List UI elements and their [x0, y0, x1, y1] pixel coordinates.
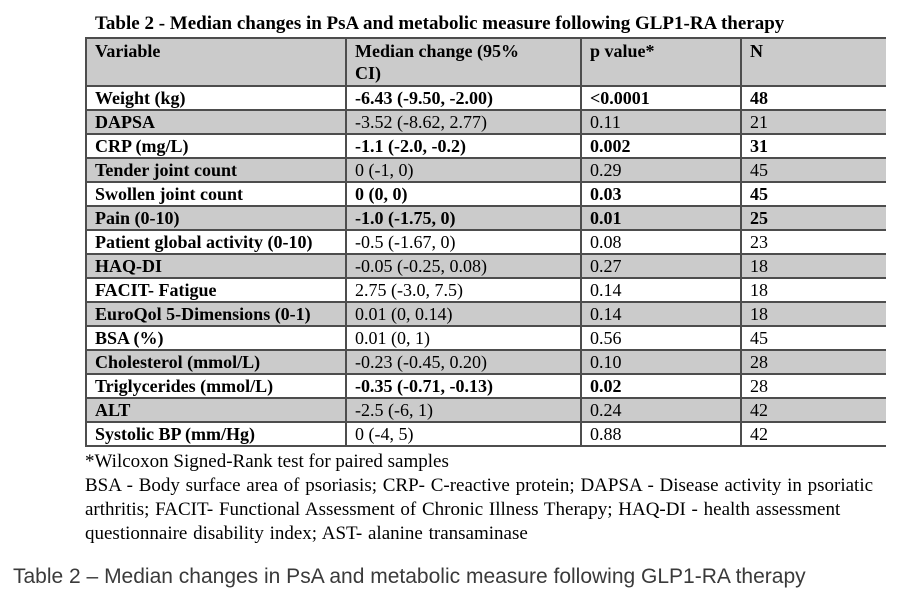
cell-n: 45	[740, 325, 886, 351]
cell-variable: Swollen joint count	[85, 181, 347, 207]
cell-p-value: 0.14	[580, 277, 742, 303]
table-row: Patient global activity (0-10) -0.5 (-1.6…	[85, 229, 886, 255]
cell-median-change: -0.23 (-0.45, 0.20)	[345, 349, 582, 375]
column-header-variable: Variable	[85, 37, 347, 87]
cell-variable: Systolic BP (mm/Hg)	[85, 421, 347, 447]
table-row: CRP (mg/L) -1.1 (-2.0, -0.2) 0.002 31	[85, 133, 886, 159]
table-row: Triglycerides (mmol/L) -0.35 (-0.71, -0.1…	[85, 373, 886, 399]
table-row: Cholesterol (mmol/L) -0.23 (-0.45, 0.20) 0…	[85, 349, 886, 375]
cell-variable: BSA (%)	[85, 325, 347, 351]
cell-p-value: 0.27	[580, 253, 742, 279]
cell-p-value: 0.02	[580, 373, 742, 399]
column-header-p-value: p value*	[580, 37, 742, 87]
cell-variable: Triglycerides (mmol/L)	[85, 373, 347, 399]
cell-p-value: 0.08	[580, 229, 742, 255]
cell-variable: HAQ-DI	[85, 253, 347, 279]
cell-variable: Cholesterol (mmol/L)	[85, 349, 347, 375]
table-row: Tender joint count 0 (-1, 0) 0.29 45	[85, 157, 886, 183]
table-row: HAQ-DI -0.05 (-0.25, 0.08) 0.27 18	[85, 253, 886, 279]
cell-p-value: 0.24	[580, 397, 742, 423]
cell-p-value: 0.88	[580, 421, 742, 447]
table-row: BSA (%) 0.01 (0, 1) 0.56 45	[85, 325, 886, 351]
cell-variable: FACIT- Fatigue	[85, 277, 347, 303]
table-row: Systolic BP (mm/Hg) 0 (-4, 5) 0.88 42	[85, 421, 886, 447]
cell-p-value: 0.11	[580, 109, 742, 135]
cell-p-value: 0.002	[580, 133, 742, 159]
cell-median-change: 0 (-1, 0)	[345, 157, 582, 183]
cell-variable: Weight (kg)	[85, 85, 347, 111]
results-table: Variable Median change (95% CI) p value*…	[85, 37, 886, 447]
cell-n: 18	[740, 253, 886, 279]
cell-n: 31	[740, 133, 886, 159]
table-row: FACIT- Fatigue 2.75 (-3.0, 7.5) 0.14 18	[85, 277, 886, 303]
cell-variable: DAPSA	[85, 109, 347, 135]
table-row: Pain (0-10) -1.0 (-1.75, 0) 0.01 25	[85, 205, 886, 231]
table-title: Table 2 - Median changes in PsA and meta…	[95, 13, 785, 34]
table-row: Swollen joint count 0 (0, 0) 0.03 45	[85, 181, 886, 207]
cell-variable: CRP (mg/L)	[85, 133, 347, 159]
table-footnotes: *Wilcoxon Signed-Rank test for paired sa…	[85, 450, 891, 546]
cell-n: 45	[740, 181, 886, 207]
cell-p-value: 0.01	[580, 205, 742, 231]
cell-p-value: 0.10	[580, 349, 742, 375]
cell-median-change: -1.1 (-2.0, -0.2)	[345, 133, 582, 159]
cell-n: 42	[740, 397, 886, 423]
cell-n: 28	[740, 373, 886, 399]
table-row: ALT -2.5 (-6, 1) 0.24 42	[85, 397, 886, 423]
cell-median-change: 2.75 (-3.0, 7.5)	[345, 277, 582, 303]
cell-median-change: -0.05 (-0.25, 0.08)	[345, 253, 582, 279]
cell-n: 23	[740, 229, 886, 255]
cell-variable: ALT	[85, 397, 347, 423]
table-row: Weight (kg) -6.43 (-9.50, -2.00) <0.0001 48	[85, 85, 886, 111]
cell-n: 28	[740, 349, 886, 375]
cell-median-change: -0.35 (-0.71, -0.13)	[345, 373, 582, 399]
figure-caption: Table 2 – Median changes in PsA and meta…	[13, 565, 806, 588]
cell-p-value: 0.56	[580, 325, 742, 351]
cell-n: 42	[740, 421, 886, 447]
cell-median-change: 0.01 (0, 0.14)	[345, 301, 582, 327]
cell-median-change: 0 (0, 0)	[345, 181, 582, 207]
table-row: EuroQol 5-Dimensions (0-1) 0.01 (0, 0.14)…	[85, 301, 886, 327]
cell-n: 18	[740, 301, 886, 327]
footnote-abbreviations: BSA - Body surface area of psoriasis; CR…	[85, 475, 874, 544]
table-body: Weight (kg) -6.43 (-9.50, -2.00) <0.0001 48…	[85, 85, 886, 447]
cell-p-value: <0.0001	[580, 85, 742, 111]
cell-n: 48	[740, 85, 886, 111]
table-row: DAPSA -3.52 (-8.62, 2.77) 0.11 21	[85, 109, 886, 135]
column-header-median-change: Median change (95% CI)	[345, 37, 582, 87]
cell-variable: EuroQol 5-Dimensions (0-1)	[85, 301, 347, 327]
cell-median-change: -1.0 (-1.75, 0)	[345, 205, 582, 231]
cell-n: 18	[740, 277, 886, 303]
cell-p-value: 0.29	[580, 157, 742, 183]
table-header-row: Variable Median change (95% CI) p value*…	[85, 37, 886, 87]
cell-variable: Tender joint count	[85, 157, 347, 183]
cell-n: 21	[740, 109, 886, 135]
cell-median-change: -2.5 (-6, 1)	[345, 397, 582, 423]
scanned-table-figure: Table 2 - Median changes in PsA and meta…	[85, 12, 891, 546]
cell-median-change: -6.43 (-9.50, -2.00)	[345, 85, 582, 111]
cell-variable: Pain (0-10)	[85, 205, 347, 231]
cell-p-value: 0.03	[580, 181, 742, 207]
cell-n: 25	[740, 205, 886, 231]
cell-median-change: -0.5 (-1.67, 0)	[345, 229, 582, 255]
footnote-statistical-test: *Wilcoxon Signed-Rank test for paired sa…	[85, 451, 449, 472]
cell-median-change: -3.52 (-8.62, 2.77)	[345, 109, 582, 135]
cell-median-change: 0 (-4, 5)	[345, 421, 582, 447]
cell-variable: Patient global activity (0-10)	[85, 229, 347, 255]
column-header-n: N	[740, 37, 886, 87]
cell-p-value: 0.14	[580, 301, 742, 327]
cell-median-change: 0.01 (0, 1)	[345, 325, 582, 351]
cell-n: 45	[740, 157, 886, 183]
